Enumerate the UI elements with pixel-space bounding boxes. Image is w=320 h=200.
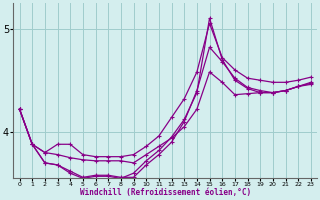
X-axis label: Windchill (Refroidissement éolien,°C): Windchill (Refroidissement éolien,°C) <box>80 188 251 197</box>
